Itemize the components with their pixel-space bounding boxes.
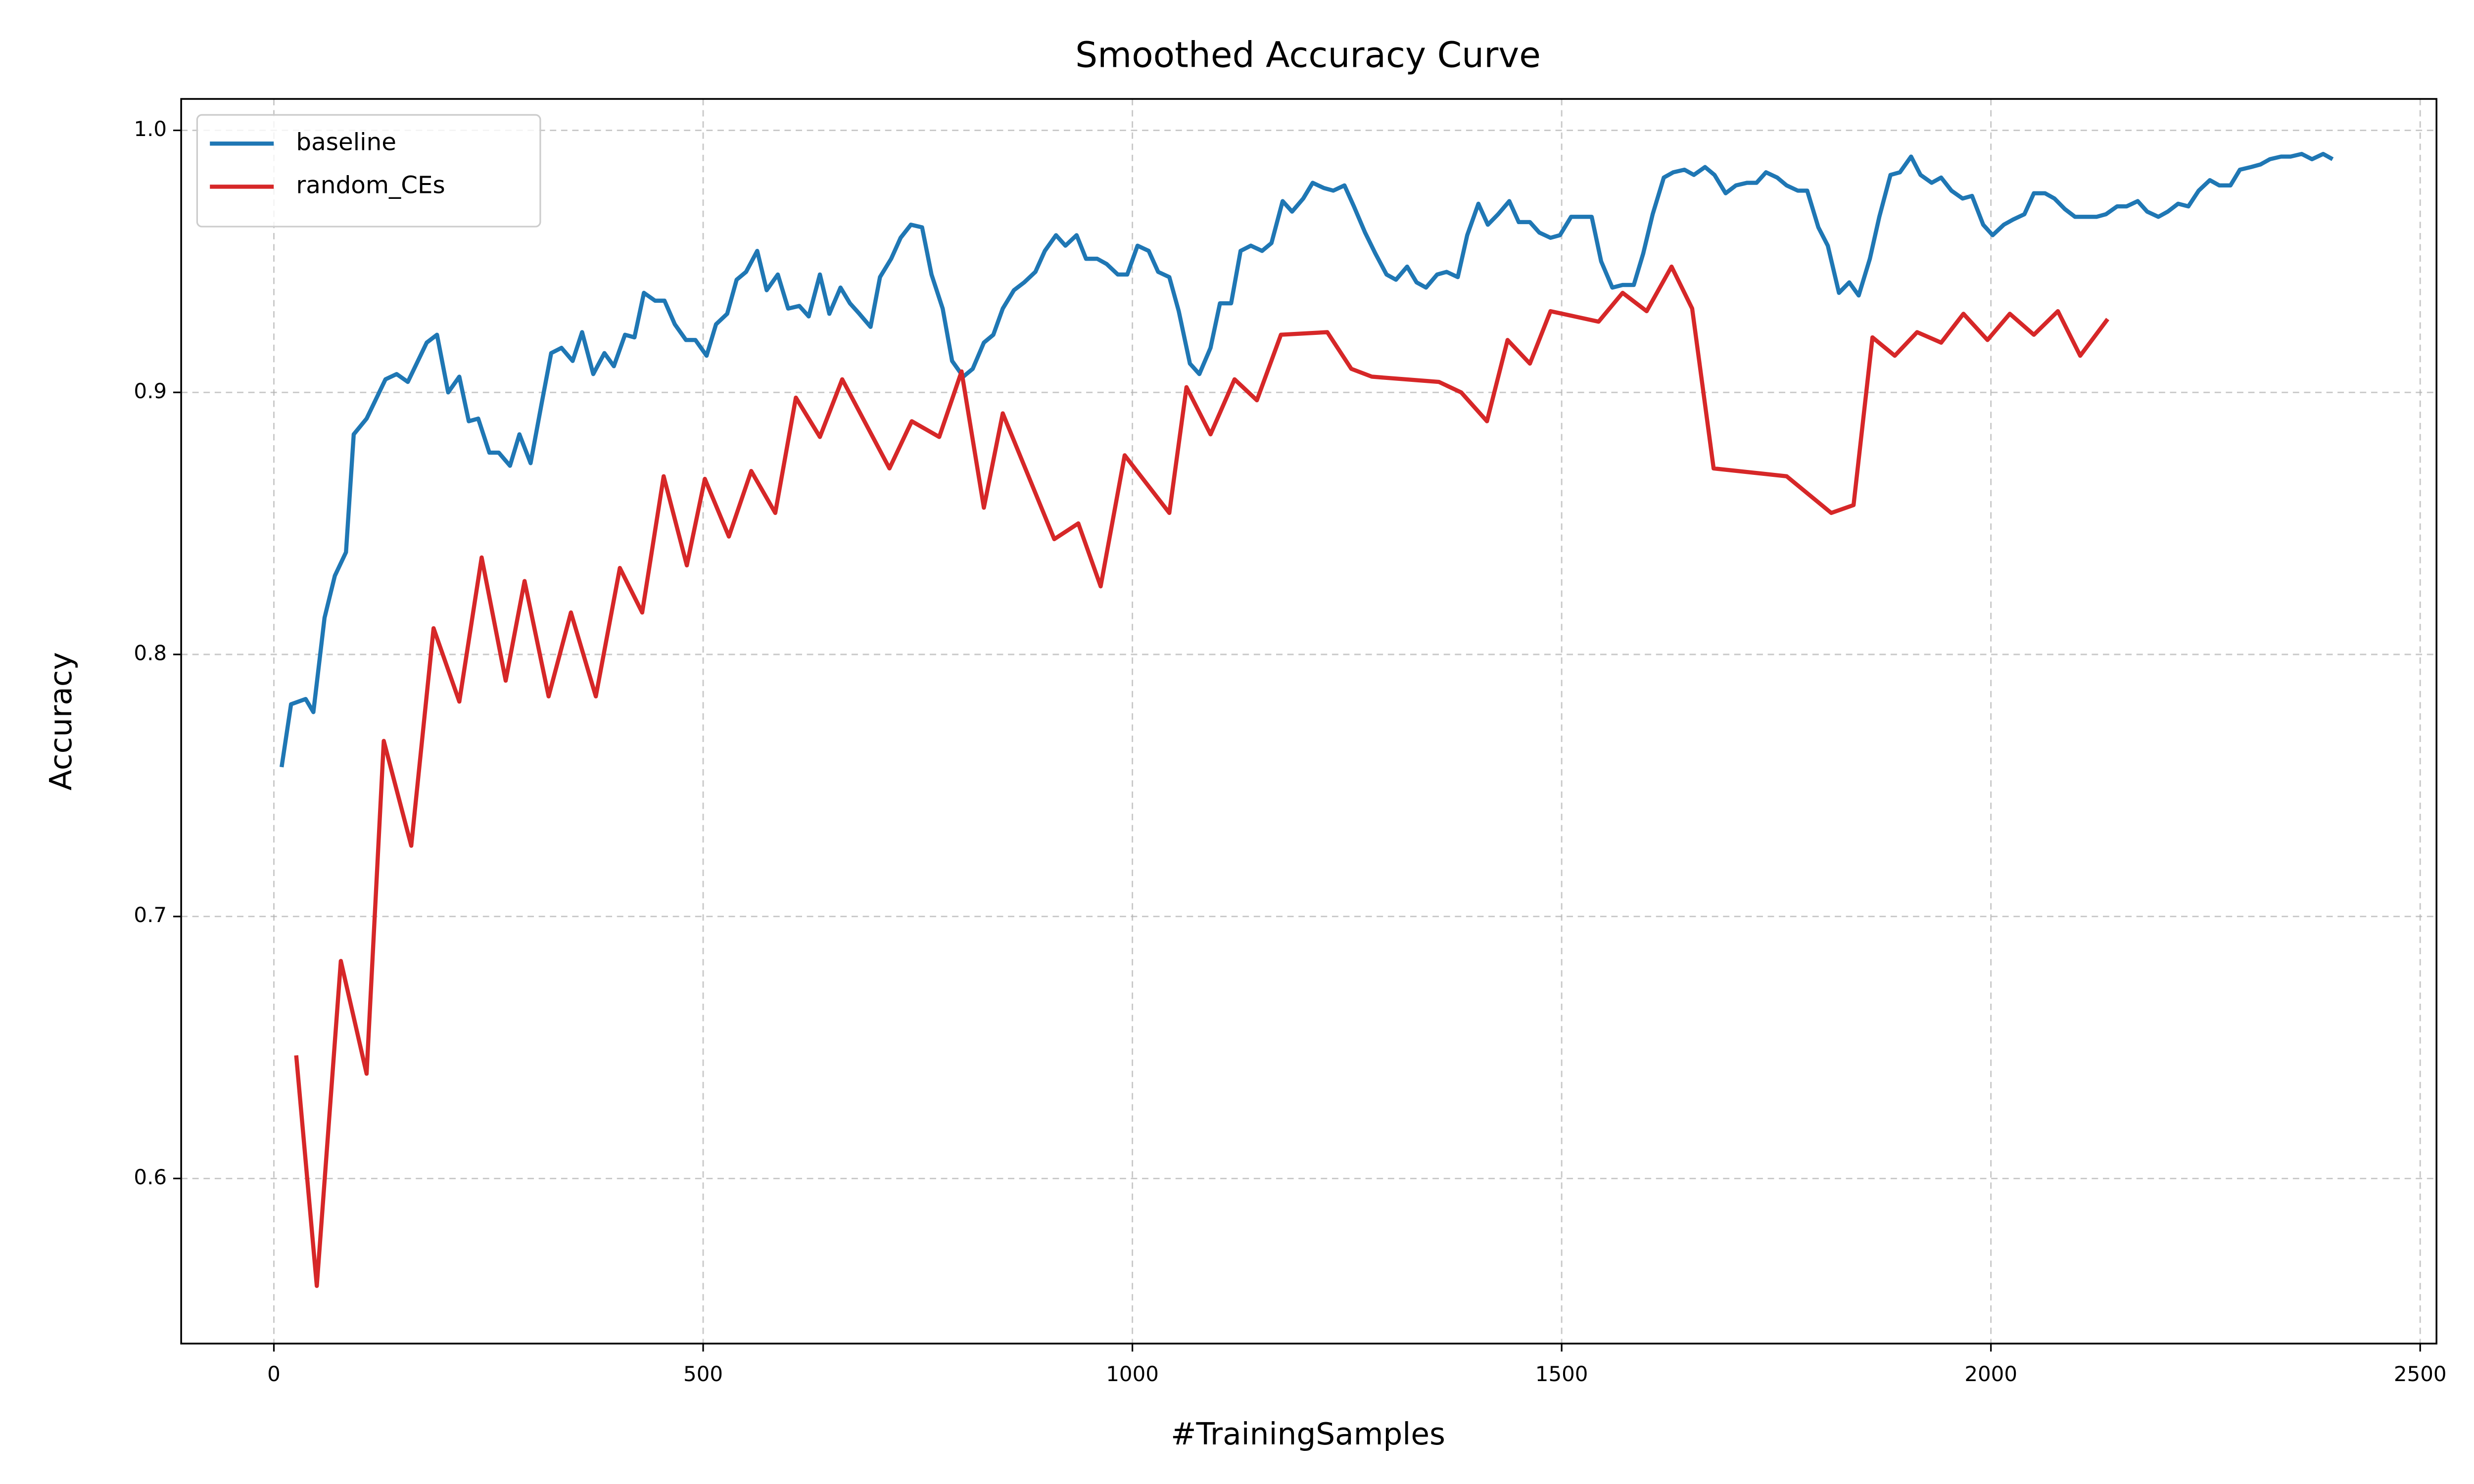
legend-box <box>196 114 541 228</box>
legend-label: baseline <box>296 128 396 156</box>
x-tick-label: 2000 <box>1964 1362 2017 1386</box>
legend-label: random_CEs <box>296 171 445 199</box>
x-tick-label: 500 <box>683 1362 723 1386</box>
x-tick-label: 1500 <box>1535 1362 1588 1386</box>
x-tick-label: 1000 <box>1106 1362 1159 1386</box>
y-tick-label: 1.0 <box>134 117 167 141</box>
y-tick-label: 0.8 <box>134 641 167 665</box>
legend: baseline random_CEs <box>196 114 541 228</box>
x-tick-label: 2500 <box>2394 1362 2447 1386</box>
data-line <box>294 264 2110 1288</box>
y-tick-label: 0.6 <box>134 1165 167 1189</box>
plot-frame <box>180 98 2437 1345</box>
x-axis-label: #TrainingSamples <box>1171 1417 1445 1452</box>
x-tick-label: 0 <box>267 1362 281 1386</box>
data-line <box>279 152 2334 768</box>
y-tick-label: 0.9 <box>134 379 167 403</box>
y-tick-label: 0.7 <box>134 903 167 927</box>
y-axis-label: Accuracy <box>44 652 79 790</box>
chart-title: Smoothed Accuracy Curve <box>1075 35 1541 76</box>
